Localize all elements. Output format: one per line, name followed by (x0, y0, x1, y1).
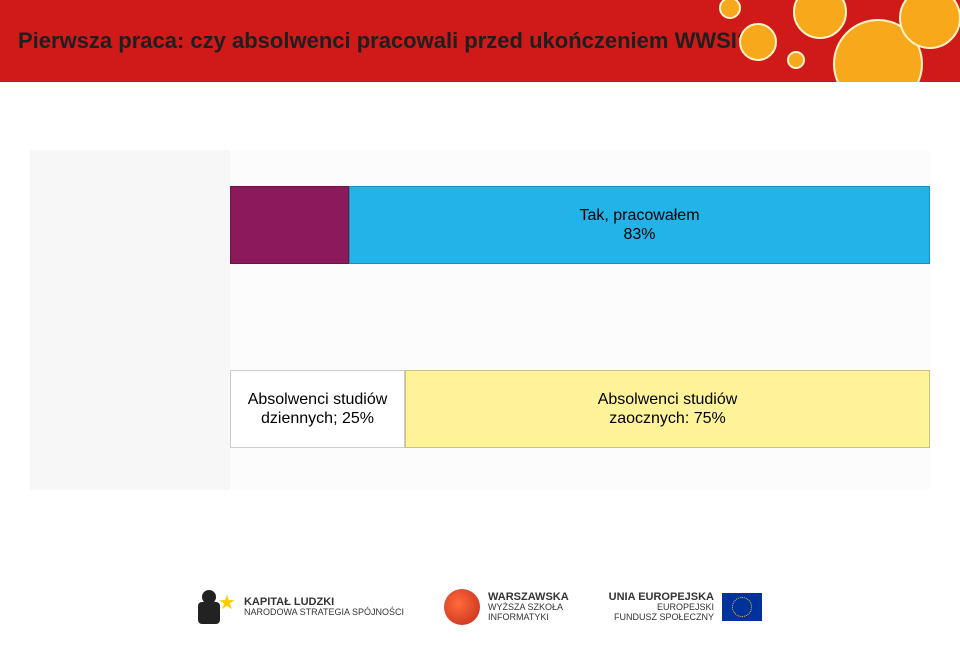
eu-line3: FUNDUSZ SPOŁECZNY (614, 612, 714, 622)
kapital-ludzki-text: KAPITAŁ LUDZKI NARODOWA STRATEGIA SPÓJNO… (244, 596, 404, 618)
eu-line2: EUROPEJSKI (657, 602, 714, 612)
wwsi-line2: WYŻSZA SZKOŁA (488, 602, 563, 612)
wwsi-icon (444, 589, 480, 625)
chart-area: Nie pracowałem 17%Tak, pracowałem 83%Abs… (30, 150, 930, 490)
bar-segment: Tak, pracowałem 83% (349, 186, 930, 264)
bar-row: Absolwenci studiów dziennych; 25% Absolwe… (30, 370, 930, 448)
bar-segment (230, 186, 349, 264)
bar-segment-label: Absolwenci studiów zaocznych: 75% (598, 390, 738, 428)
bar-segment-label: Absolwenci studiów dziennych; 25% (248, 390, 388, 428)
eu-text: UNIA EUROPEJSKA EUROPEJSKI FUNDUSZ SPOŁE… (609, 591, 714, 623)
logo-kapital-ludzki: ★ KAPITAŁ LUDZKI NARODOWA STRATEGIA SPÓJ… (198, 588, 404, 626)
slide-title: Pierwsza praca: czy absolwenci pracowali… (0, 28, 750, 54)
bar-segment: Absolwenci studiów zaocznych: 75% (405, 370, 930, 448)
decor-circles-svg (700, 0, 960, 82)
wwsi-line3: INFORMATYKI (488, 612, 549, 622)
logo-wwsi: WARSZAWSKA WYŻSZA SZKOŁA INFORMATYKI (444, 589, 569, 625)
slide-header: Pierwsza praca: czy absolwenci pracowali… (0, 0, 960, 82)
footer-logos: ★ KAPITAŁ LUDZKI NARODOWA STRATEGIA SPÓJ… (0, 572, 960, 642)
bar-segment-label: Tak, pracowałem 83% (579, 206, 699, 244)
eu-flag-icon (722, 593, 762, 621)
kl-line2: NARODOWA STRATEGIA SPÓJNOŚCI (244, 607, 404, 617)
wwsi-text: WARSZAWSKA WYŻSZA SZKOŁA INFORMATYKI (488, 591, 569, 623)
bar-row: Tak, pracowałem 83% (30, 186, 930, 264)
kapital-ludzki-icon: ★ (198, 588, 236, 626)
bar-segment: Absolwenci studiów dziennych; 25% (230, 370, 405, 448)
header-decoration (700, 0, 960, 82)
logo-eu: UNIA EUROPEJSKA EUROPEJSKI FUNDUSZ SPOŁE… (609, 591, 762, 623)
